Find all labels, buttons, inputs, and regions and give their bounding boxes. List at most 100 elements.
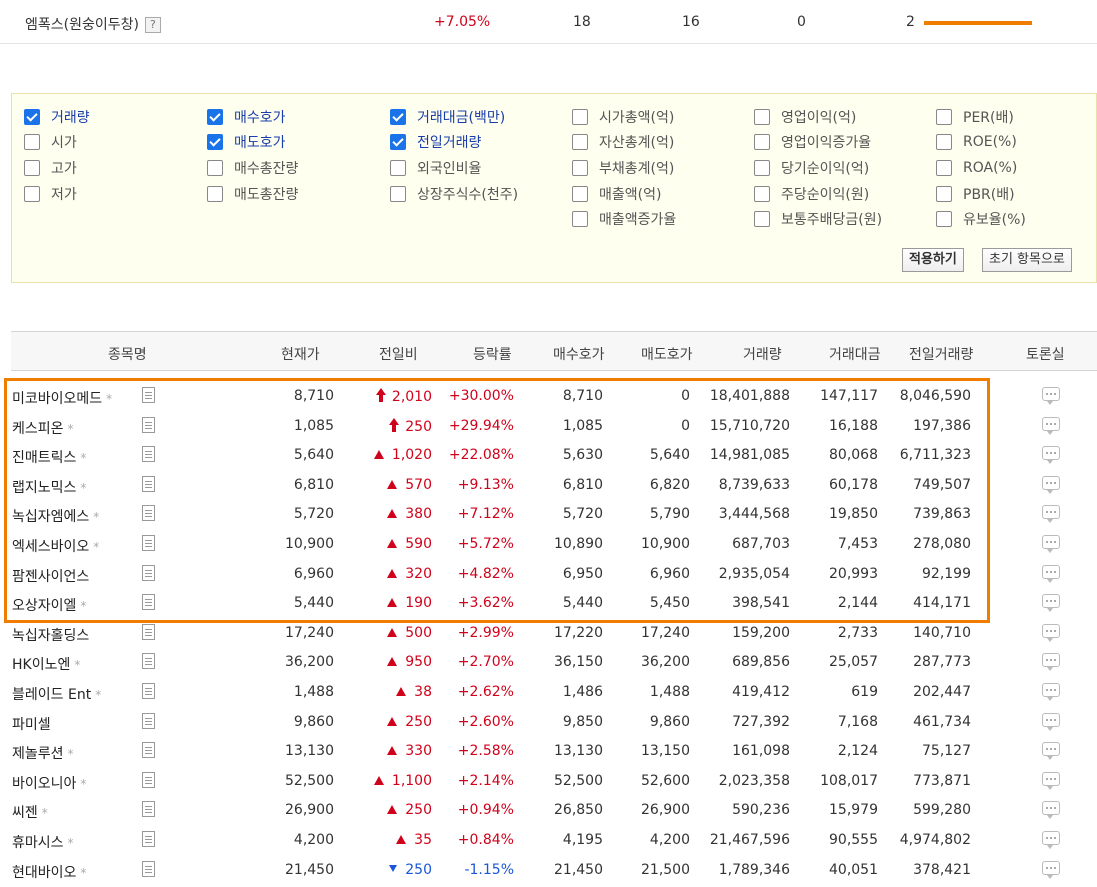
header-bid[interactable]: 매수호가 (553, 347, 605, 363)
header-ask[interactable]: 매도호가 (641, 347, 693, 363)
checkbox[interactable] (390, 159, 406, 176)
document-icon[interactable] (142, 623, 155, 640)
stock-name[interactable]: 녹십자홀딩스 (12, 627, 90, 644)
option-item[interactable]: 매수호가 (207, 104, 298, 130)
document-icon[interactable] (142, 860, 155, 877)
stock-name-link[interactable]: 팜젠사이언스 (12, 566, 93, 586)
apply-button[interactable]: 적용하기 (902, 248, 964, 272)
stock-name-link[interactable]: 제놀루션 * (12, 743, 74, 763)
checkbox[interactable] (572, 108, 588, 125)
option-item[interactable]: ROE(%) (936, 130, 1026, 156)
stock-name[interactable]: 파미셀 (12, 716, 51, 733)
stock-name[interactable]: 블레이드 Ent (12, 687, 92, 703)
stock-name-link[interactable]: 녹십자엠에스 * (12, 506, 99, 526)
discussion-icon[interactable] (1042, 860, 1060, 879)
header-change[interactable]: 전일비 (379, 347, 418, 363)
checkbox[interactable] (207, 159, 223, 176)
checkbox[interactable] (24, 159, 40, 176)
checkbox-checked[interactable] (24, 108, 40, 125)
discussion-icon[interactable] (1042, 594, 1060, 613)
document-icon[interactable] (142, 771, 155, 788)
stock-name[interactable]: 씨젠 (12, 805, 38, 822)
option-item[interactable]: 저가 (24, 181, 90, 207)
option-item[interactable]: 주당순이익(원) (754, 181, 882, 207)
stock-name-link[interactable]: 미코바이오메드 * (12, 388, 112, 408)
document-icon[interactable] (142, 416, 155, 433)
stock-name-link[interactable]: 바이오니아 * (12, 773, 86, 793)
document-icon[interactable] (142, 446, 155, 463)
document-icon[interactable] (142, 475, 155, 492)
stock-name-link[interactable]: 랩지노믹스 * (12, 477, 86, 497)
option-item[interactable]: 전일거래량 (390, 130, 518, 156)
header-price[interactable]: 현재가 (281, 347, 320, 363)
document-icon[interactable] (142, 387, 155, 403)
option-item[interactable]: 영업이익증가율 (754, 130, 882, 156)
document-icon[interactable] (142, 831, 155, 847)
stock-name[interactable]: 제놀루션 (12, 746, 64, 763)
checkbox-checked[interactable] (390, 108, 406, 125)
stock-name-link[interactable]: 블레이드 Ent * (12, 684, 101, 704)
option-item[interactable]: 영업이익(억) (754, 104, 882, 130)
option-item[interactable]: 고가 (24, 155, 90, 181)
stock-name-link[interactable]: 파미셀 (12, 714, 55, 734)
checkbox-checked[interactable] (207, 134, 223, 151)
document-icon[interactable] (142, 801, 155, 818)
checkbox[interactable] (24, 134, 40, 151)
checkbox[interactable] (207, 185, 223, 202)
option-item[interactable]: 시가 (24, 130, 90, 156)
checkbox[interactable] (936, 134, 952, 151)
stock-name[interactable]: 팜젠사이언스 (12, 568, 90, 585)
stock-name[interactable]: 미코바이오메드 (12, 391, 103, 407)
stock-name-link[interactable]: 오상자이엘 * (12, 595, 86, 615)
stock-name[interactable]: 엑세스바이오 (12, 539, 90, 555)
stock-name[interactable]: 케스피온 (12, 420, 64, 437)
stock-name-link[interactable]: 씨젠 * (12, 802, 48, 822)
checkbox[interactable] (24, 185, 40, 202)
discussion-icon[interactable] (1042, 564, 1060, 583)
option-item[interactable]: 상장주식수(천주) (390, 181, 518, 207)
stock-name[interactable]: 현대바이오 (12, 864, 77, 881)
discussion-icon[interactable] (1042, 712, 1060, 731)
option-item[interactable]: 매도총잔량 (207, 181, 298, 207)
discussion-icon[interactable] (1042, 742, 1060, 761)
checkbox[interactable] (754, 159, 770, 176)
stock-name[interactable]: 녹십자엠에스 (12, 509, 90, 526)
discussion-icon[interactable] (1042, 505, 1060, 524)
option-item[interactable]: 매출액증가율 (572, 206, 676, 232)
option-item[interactable]: 거래대금(백만) (390, 104, 518, 130)
discussion-icon[interactable] (1042, 475, 1060, 494)
checkbox[interactable] (936, 108, 952, 125)
option-item[interactable]: 매도호가 (207, 130, 298, 156)
header-prev-volume[interactable]: 전일거래량 (909, 347, 974, 363)
discussion-icon[interactable] (1042, 831, 1060, 849)
option-item[interactable]: PBR(배) (936, 181, 1026, 207)
stock-name-link[interactable]: 휴마시스 * (12, 832, 74, 852)
theme-name[interactable]: 엠폭스(원숭이두창)? (25, 14, 161, 34)
help-icon[interactable]: ? (144, 17, 161, 33)
checkbox[interactable] (754, 185, 770, 202)
stock-name[interactable]: 바이오니아 (12, 775, 77, 792)
stock-name[interactable]: 랩지노믹스 (12, 479, 77, 496)
option-item[interactable]: 부채총계(억) (572, 155, 676, 181)
option-item[interactable]: 보통주배당금(원) (754, 206, 882, 232)
discussion-icon[interactable] (1042, 416, 1060, 435)
header-rate[interactable]: 등락률 (473, 347, 512, 363)
document-icon[interactable] (142, 653, 155, 670)
discussion-icon[interactable] (1042, 623, 1060, 642)
stock-name[interactable]: 진매트릭스 (12, 450, 77, 467)
document-icon[interactable] (142, 742, 155, 759)
checkbox[interactable] (754, 211, 770, 228)
discussion-icon[interactable] (1042, 683, 1060, 701)
stock-name-link[interactable]: 케스피온 * (12, 418, 74, 438)
checkbox[interactable] (572, 159, 588, 176)
header-discussion[interactable]: 토론실 (1026, 347, 1065, 363)
stock-name-link[interactable]: 진매트릭스 * (12, 447, 86, 467)
checkbox[interactable] (936, 185, 952, 202)
option-item[interactable]: 당기순이익(억) (754, 155, 882, 181)
checkbox[interactable] (754, 108, 770, 125)
option-item[interactable]: ROA(%) (936, 155, 1026, 181)
discussion-icon[interactable] (1042, 771, 1060, 790)
checkbox[interactable] (572, 134, 588, 151)
stock-name-link[interactable]: HK이노엔 * (12, 654, 80, 674)
document-icon[interactable] (142, 683, 155, 699)
